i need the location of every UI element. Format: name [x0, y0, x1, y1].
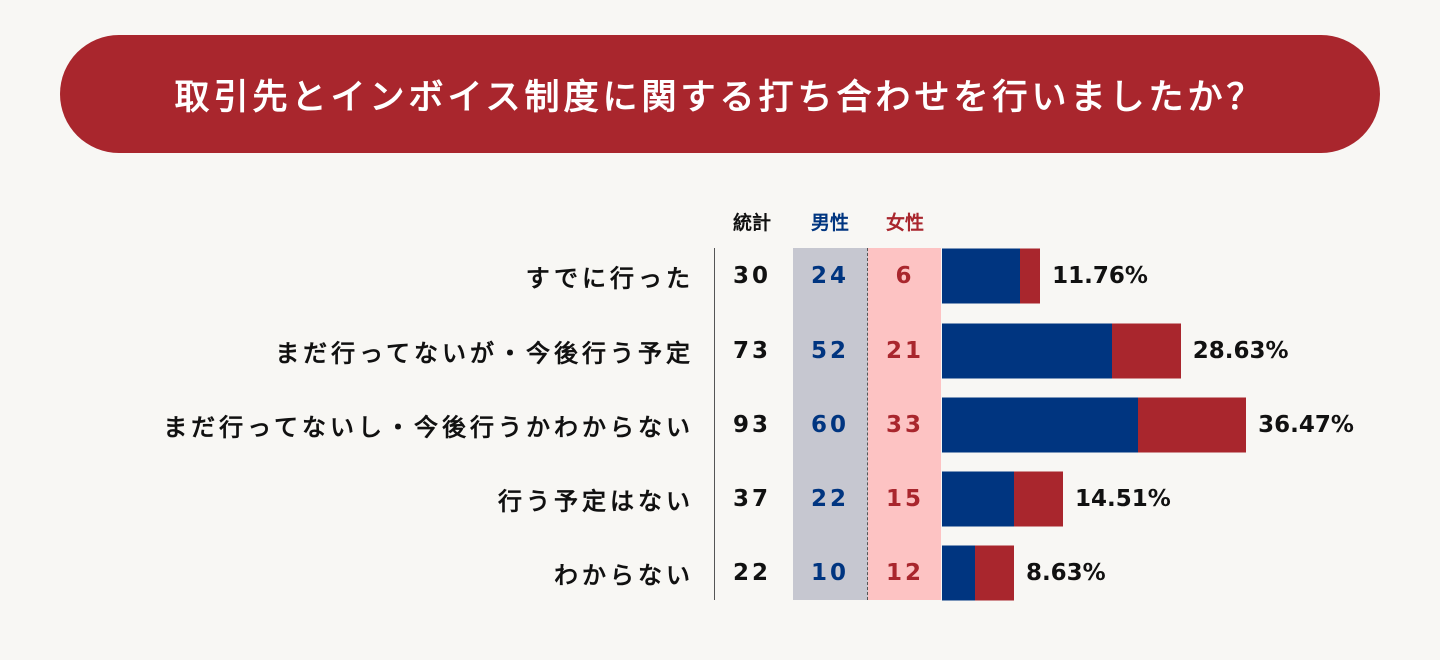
- percent-label: 8.63%: [1025, 560, 1106, 586]
- header-total: 統計: [732, 212, 771, 234]
- male-bar: [942, 248, 1021, 304]
- total-value: 30: [732, 263, 771, 289]
- total-value: 73: [732, 338, 771, 364]
- male-value: 10: [810, 560, 849, 586]
- percent-label: 36.47%: [1258, 412, 1354, 438]
- male-bar: [942, 545, 975, 601]
- female-value: 15: [885, 486, 924, 512]
- female-bar: [974, 545, 1014, 601]
- male-value: 24: [810, 263, 849, 289]
- female-bar: [1138, 397, 1247, 453]
- category-label: すでに行った: [525, 264, 694, 293]
- percent-label: 11.76%: [1052, 263, 1148, 289]
- female-value: 6: [895, 263, 915, 289]
- total-value: 37: [732, 486, 771, 512]
- male-bar: [942, 397, 1139, 453]
- total-value: 22: [732, 560, 771, 586]
- header-male: 男性: [810, 212, 849, 234]
- percent-label: 28.63%: [1192, 338, 1289, 364]
- female-value: 33: [885, 412, 924, 438]
- category-label: まだ行ってないし・今後行うかわからない: [163, 413, 694, 442]
- male-value: 22: [810, 486, 849, 512]
- divider: [714, 248, 715, 600]
- female-bar: [1013, 471, 1063, 527]
- female-column-bg: [868, 248, 941, 600]
- percent-label: 14.51%: [1074, 486, 1171, 512]
- male-value: 60: [810, 412, 849, 438]
- female-bar: [1020, 248, 1041, 304]
- male-column-bg: [793, 248, 868, 600]
- category-label: 行う予定はない: [498, 487, 694, 516]
- male-value: 52: [810, 338, 849, 364]
- male-bar: [942, 471, 1014, 527]
- header-female: 女性: [885, 212, 924, 234]
- total-value: 93: [732, 412, 771, 438]
- female-bar: [1112, 323, 1181, 379]
- category-label: わからない: [554, 561, 694, 590]
- male-bar: [942, 323, 1113, 379]
- chart-title: 取引先とインボイス制度に関する打ち合わせを行いましたか？: [60, 35, 1380, 153]
- category-label: まだ行ってないが・今後行う予定: [275, 339, 694, 368]
- female-value: 12: [885, 560, 924, 586]
- female-value: 21: [885, 338, 924, 364]
